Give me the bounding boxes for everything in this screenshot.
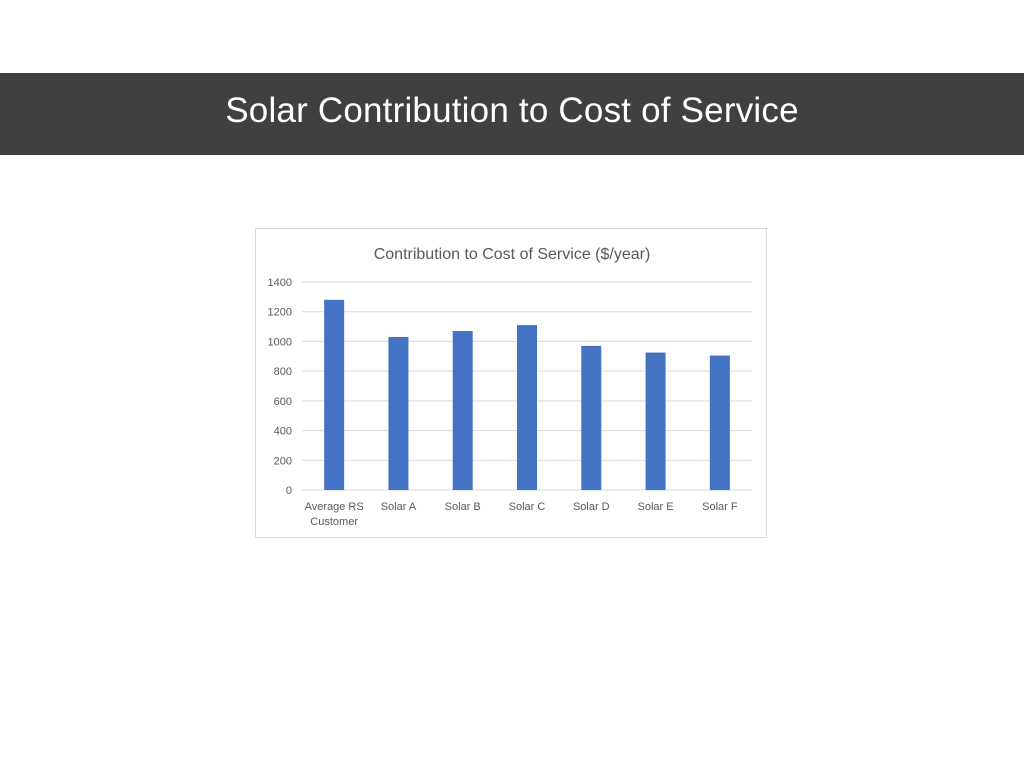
bar-chart: Contribution to Cost of Service ($/year)… xyxy=(268,246,752,528)
bar xyxy=(452,331,473,490)
bar xyxy=(324,299,345,490)
chart-container: Contribution to Cost of Service ($/year)… xyxy=(255,228,767,538)
bar xyxy=(517,325,537,490)
y-tick-label: 1200 xyxy=(268,307,292,319)
x-tick-label: Average RS Customer xyxy=(305,501,364,528)
slide-title: Solar Contribution to Cost of Service xyxy=(225,91,799,130)
bar xyxy=(388,336,409,490)
y-tick-label: 600 xyxy=(274,396,292,408)
y-tick-label: 800 xyxy=(274,366,292,378)
x-tick-label: Solar C xyxy=(509,501,546,513)
y-tick-label: 200 xyxy=(274,455,292,467)
x-tick-label: Solar E xyxy=(638,501,674,513)
y-tick-label: 1400 xyxy=(268,277,292,289)
x-axis-labels: Average RS Customer Solar A Solar B Solar C S… xyxy=(305,501,738,528)
y-tick-label: 400 xyxy=(274,426,292,438)
x-tick-label: Solar D xyxy=(573,501,610,513)
chart-title: Contribution to Cost of Service ($/year) xyxy=(374,246,651,263)
y-axis-ticks: 0 200 400 600 800 1000 1200 1400 xyxy=(268,277,292,497)
title-bar: Solar Contribution to Cost of Service xyxy=(0,73,1024,155)
bar xyxy=(645,352,666,490)
x-tick-label: Solar B xyxy=(445,501,481,513)
y-tick-label: 0 xyxy=(286,485,292,497)
x-tick-label: Solar A xyxy=(381,501,417,513)
bars xyxy=(324,299,730,490)
bar xyxy=(581,345,602,490)
x-tick-label: Solar F xyxy=(702,501,738,513)
bar xyxy=(709,355,730,490)
y-tick-label: 1000 xyxy=(268,336,292,348)
